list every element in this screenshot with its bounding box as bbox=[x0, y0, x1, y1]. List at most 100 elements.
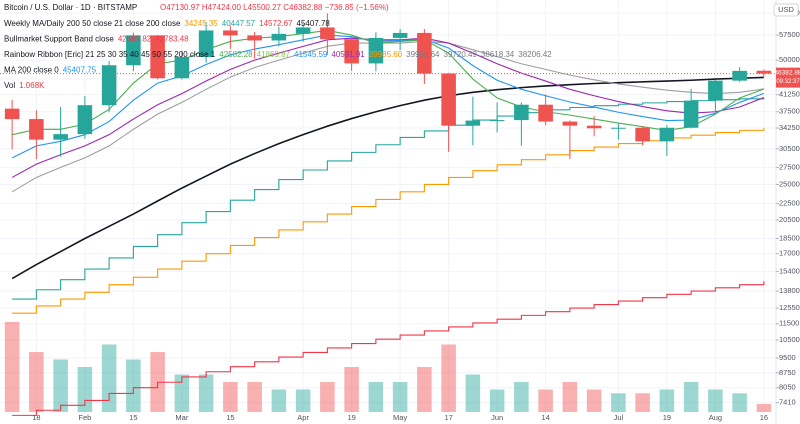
legend-value: 40447.57 bbox=[222, 19, 256, 28]
legend-value: 39906.64 bbox=[406, 50, 440, 59]
volume-bar bbox=[562, 382, 578, 412]
candle-body bbox=[659, 127, 675, 142]
currency[interactable]: USD bbox=[778, 5, 794, 14]
x-tick-label: Apr bbox=[297, 413, 309, 422]
legend-row: Vol 1.068K bbox=[4, 81, 45, 90]
volume-bar bbox=[465, 374, 481, 412]
candle-body bbox=[635, 127, 650, 142]
volume-bar bbox=[29, 352, 44, 412]
volume-layer bbox=[4, 322, 772, 412]
indicator-line bbox=[11, 37, 765, 178]
volume-bar bbox=[514, 382, 529, 412]
candle-body bbox=[562, 121, 578, 126]
candle-body bbox=[198, 30, 214, 57]
legend-label: Weekly MA/Daily 200 50 close 21 close 20… bbox=[4, 19, 181, 28]
ohlc: O47130.97 H47424.00 L45500.27 C46382.88 … bbox=[160, 3, 389, 12]
x-tick-label: 16 bbox=[760, 413, 768, 422]
symbol-title: Bitcoin / U.S. Dollar · 1D · BITSTAMP bbox=[4, 3, 137, 12]
volume-bar bbox=[198, 374, 214, 412]
candle-body bbox=[732, 70, 747, 81]
y-tick-label: 8050 bbox=[779, 383, 796, 392]
legend-value: 1.068K bbox=[19, 81, 45, 90]
y-tick-label: 22500 bbox=[779, 198, 800, 207]
volume-bar bbox=[659, 389, 675, 412]
y-tick-label: 34250 bbox=[779, 123, 800, 132]
x-tick-label: 15 bbox=[129, 413, 137, 422]
legend-value: 40591.91 bbox=[331, 50, 365, 59]
volume-bar bbox=[368, 382, 384, 412]
x-tick-label: 19 bbox=[663, 413, 671, 422]
candle-body bbox=[247, 35, 262, 41]
candle-layer bbox=[4, 13, 772, 160]
y-tick-label: 20500 bbox=[779, 215, 800, 224]
volume-bar bbox=[101, 344, 117, 412]
y-tick-label: 57500 bbox=[779, 30, 800, 39]
y-tick-label: 10500 bbox=[779, 335, 800, 344]
candle-body bbox=[295, 27, 311, 34]
legend-row: Rainbow Ribbon [Eric] 21 25 30 35 40 45 … bbox=[4, 50, 552, 59]
legend-value: 45407.78 bbox=[297, 19, 331, 28]
volume-bar bbox=[4, 322, 20, 412]
x-tick-label: 14 bbox=[541, 413, 549, 422]
y-tick-label: 41250 bbox=[779, 90, 800, 99]
volume-bar bbox=[489, 389, 505, 412]
legend-row: Weekly MA/Daily 200 50 close 21 close 20… bbox=[4, 19, 330, 28]
volume-bar bbox=[708, 389, 723, 412]
legend-value: 42581.82 bbox=[118, 35, 152, 44]
x-tick-label: 15 bbox=[226, 413, 234, 422]
volume-bar bbox=[247, 382, 262, 412]
legend-value: 14572.67 bbox=[259, 19, 293, 28]
candle-body bbox=[344, 39, 359, 64]
indicator-line bbox=[12, 98, 765, 300]
candle-body bbox=[101, 65, 117, 106]
candle-body bbox=[53, 134, 68, 140]
y-tick-label: 15400 bbox=[779, 266, 800, 275]
candle-body bbox=[756, 70, 772, 74]
volume-bar bbox=[538, 389, 553, 412]
x-tick-label: Jul bbox=[614, 413, 624, 422]
legend: Bitcoin / U.S. Dollar · 1D · BITSTAMP O4… bbox=[4, 3, 552, 90]
y-tick-label: 11500 bbox=[779, 319, 799, 328]
currency-button[interactable] bbox=[773, 3, 799, 17]
price-tag-label: 46382.88 bbox=[774, 69, 800, 76]
candle-body bbox=[368, 37, 384, 64]
y-tick-label: 7410 bbox=[779, 398, 796, 407]
y-tick-label: 12550 bbox=[779, 303, 800, 312]
legend-value: 41545.59 bbox=[294, 50, 328, 59]
legend-value: 45407.75 bbox=[63, 66, 97, 75]
legend-label: Vol bbox=[4, 81, 15, 90]
indicator-line bbox=[12, 29, 765, 136]
volume-bar bbox=[271, 389, 287, 412]
candle-body bbox=[708, 80, 723, 101]
y-tick-label: 18500 bbox=[779, 233, 800, 242]
x-tick-label: 19 bbox=[347, 413, 355, 422]
candle-body bbox=[174, 56, 190, 79]
x-tick-label: 18 bbox=[32, 413, 40, 422]
volume-bar bbox=[320, 382, 335, 412]
legend-value: 41869.87 bbox=[257, 50, 291, 59]
x-tick-label: Jun bbox=[491, 413, 503, 422]
x-tick-label: May bbox=[393, 413, 407, 422]
legend-row: MA 200 close 0 45407.75 bbox=[4, 66, 97, 75]
legend-value: 34245.35 bbox=[184, 19, 218, 28]
candle-body bbox=[77, 105, 93, 135]
candle-body bbox=[29, 119, 44, 140]
volume-bar bbox=[126, 359, 141, 412]
volume-bar bbox=[344, 367, 359, 412]
volume-bar bbox=[756, 403, 772, 412]
legend-row: Bullmarket Support Band close 42581.82 427… bbox=[4, 35, 189, 44]
x-tick-label: Mar bbox=[175, 413, 188, 422]
y-tick-label: 8750 bbox=[779, 368, 796, 377]
volume-bar bbox=[732, 393, 747, 412]
y-tick-label: 27500 bbox=[779, 162, 800, 171]
y-tick-label: 13800 bbox=[779, 286, 800, 295]
price-tag bbox=[776, 67, 800, 88]
candle-body bbox=[320, 27, 335, 40]
countdown: 09:32:37 bbox=[776, 79, 800, 85]
volume-bar bbox=[174, 374, 190, 412]
y-tick-label: 25000 bbox=[779, 179, 800, 188]
y-tick-label: 30500 bbox=[779, 144, 800, 153]
legend-label: Rainbow Ribbon [Eric] 21 25 30 35 40 45 … bbox=[4, 50, 216, 59]
